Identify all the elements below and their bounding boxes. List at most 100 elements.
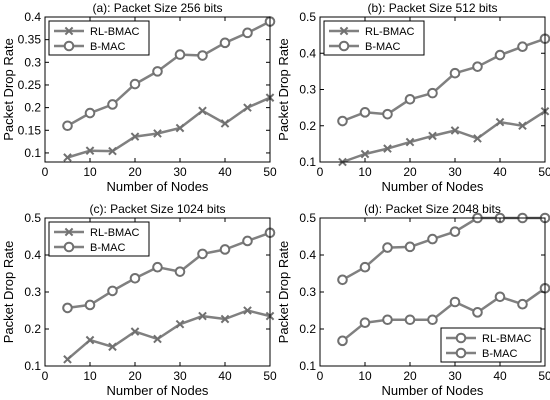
legend-label-rl-bmac: RL-BMAC — [365, 26, 415, 38]
data-point-b-mac — [84, 107, 96, 119]
data-point-rl-bmac — [359, 317, 371, 329]
x-tick-label: 10 — [358, 165, 372, 179]
x-tick-label: 40 — [218, 165, 232, 179]
y-tick-label: 0.15 — [18, 123, 42, 137]
chart-title: (a): Packet Size 256 bits — [92, 1, 222, 15]
data-point-rl-bmac — [360, 149, 370, 159]
data-point-rl-bmac — [472, 307, 483, 318]
data-point-b-mac — [152, 261, 163, 273]
data-point-b-mac — [517, 41, 528, 53]
data-point-rl-bmac — [85, 146, 95, 155]
data-point-rl-bmac — [337, 335, 348, 347]
y-tick-label: 0.2 — [299, 119, 316, 133]
legend: RL-BMAC B-MAC — [323, 20, 425, 56]
data-point-rl-bmac — [243, 306, 252, 315]
data-point-b-mac — [219, 37, 231, 49]
data-point-rl-bmac — [175, 319, 185, 329]
legend-label-b-mac: B-MAC — [365, 41, 401, 53]
x-tick-label: 50 — [263, 369, 277, 383]
x-tick-label: 30 — [173, 369, 187, 383]
y-axis-title: Packet Drop Rate — [1, 241, 16, 344]
data-point-rl-bmac — [153, 129, 162, 138]
data-point-rl-bmac — [427, 314, 438, 326]
legend-label-b-mac: B-MAC — [90, 242, 126, 254]
data-point-b-mac — [129, 273, 141, 284]
legend-marker-b-mac — [63, 241, 75, 253]
legend-marker-b-mac — [63, 40, 75, 52]
chart-panel-a: 0 10 20 30 40 50 0.1 0.15 0.2 0.25 0.3 0.35 0.4 (a): … — [1, 1, 277, 194]
data-point-rl-bmac — [405, 137, 415, 147]
data-point-b-mac — [449, 67, 461, 79]
legend-box — [323, 20, 425, 56]
data-point-rl-bmac — [198, 106, 207, 116]
x-tick-label: 10 — [358, 369, 372, 383]
x-tick-label: 40 — [218, 369, 232, 383]
y-tick-label: 0.2 — [299, 322, 316, 336]
data-point-b-mac — [107, 285, 118, 297]
y-tick-label: 0.5 — [24, 211, 41, 225]
y-tick-label: 0.3 — [24, 285, 41, 299]
x-tick-label: 0 — [317, 165, 324, 179]
series-line-rl-bmac — [66, 309, 271, 361]
chart-title: (d): Packet Size 2048 bits — [364, 202, 501, 216]
y-tick-label: 0.1 — [24, 146, 41, 160]
data-point-rl-bmac — [495, 117, 505, 127]
data-point-rl-bmac — [382, 314, 393, 326]
series-line-rl-bmac — [342, 110, 546, 164]
data-point-rl-bmac — [198, 311, 207, 321]
plot-frame — [44, 16, 271, 163]
data-point-b-mac — [197, 248, 208, 260]
x-tick-label: 50 — [538, 165, 550, 179]
data-point-b-mac — [337, 115, 348, 127]
data-point-b-mac — [404, 93, 416, 105]
y-tick-label: 0.3 — [24, 55, 41, 69]
data-point-rl-bmac — [450, 126, 460, 135]
x-tick-label: 20 — [128, 165, 142, 179]
series-line-b-mac — [341, 216, 545, 281]
data-point-b-mac — [242, 27, 253, 39]
chart-panel-b: 0 10 20 30 40 50 0.1 0.2 0.3 0.4 0.5 (b): Packet Si… — [276, 1, 550, 194]
y-tick-label: 0.2 — [24, 101, 41, 115]
data-point-rl-bmac — [220, 119, 230, 128]
y-tick-label: 0.1 — [299, 359, 316, 373]
x-tick-label: 50 — [538, 369, 550, 383]
legend-marker-rl-bmac — [455, 332, 467, 344]
x-tick-label: 10 — [83, 369, 97, 383]
legend-marker-b-mac — [455, 347, 467, 359]
y-tick-label: 0.3 — [299, 83, 316, 97]
y-tick-label: 0.5 — [299, 211, 316, 225]
legend-label-b-mac: B-MAC — [482, 348, 518, 360]
legend-label-rl-bmac: RL-BMAC — [90, 227, 140, 239]
x-tick-label: 20 — [403, 165, 417, 179]
data-point-rl-bmac — [108, 342, 117, 352]
x-tick-label: 30 — [448, 165, 462, 179]
series-line-b-mac — [342, 37, 546, 123]
data-point-b-mac — [197, 50, 208, 61]
data-point-b-mac — [152, 66, 163, 77]
data-point-b-mac — [472, 61, 483, 72]
y-tick-label: 0.1 — [24, 359, 41, 373]
x-tick-label: 0 — [42, 369, 49, 383]
data-point-b-mac — [494, 49, 506, 61]
y-tick-label: 0.25 — [18, 78, 42, 92]
x-tick-label: 20 — [128, 369, 142, 383]
data-point-b-mac — [174, 49, 186, 60]
data-point-b-mac — [242, 235, 253, 247]
legend-marker-rl-bmac — [64, 227, 74, 237]
y-tick-label: 0.1 — [299, 155, 316, 169]
y-tick-label: 0.4 — [24, 248, 41, 262]
y-tick-label: 0.4 — [24, 10, 41, 24]
legend: RL-BMAC B-MAC — [440, 327, 542, 363]
data-point-rl-bmac — [108, 146, 117, 156]
data-point-rl-bmac — [63, 153, 72, 162]
data-point-rl-bmac — [220, 314, 230, 324]
x-axis-title: Number of Nodes — [107, 383, 209, 398]
data-point-b-mac — [337, 274, 348, 286]
data-point-b-mac — [107, 99, 118, 110]
chart-title: (b): Packet Size 512 bits — [367, 1, 497, 15]
chart-panel-c: 0 10 20 30 40 50 0.1 0.2 0.3 0.4 0.5 (c): Packet Si… — [1, 202, 277, 398]
data-point-b-mac — [174, 266, 186, 277]
series-line-b-mac — [66, 20, 271, 127]
legend-marker-rl-bmac — [339, 26, 349, 36]
